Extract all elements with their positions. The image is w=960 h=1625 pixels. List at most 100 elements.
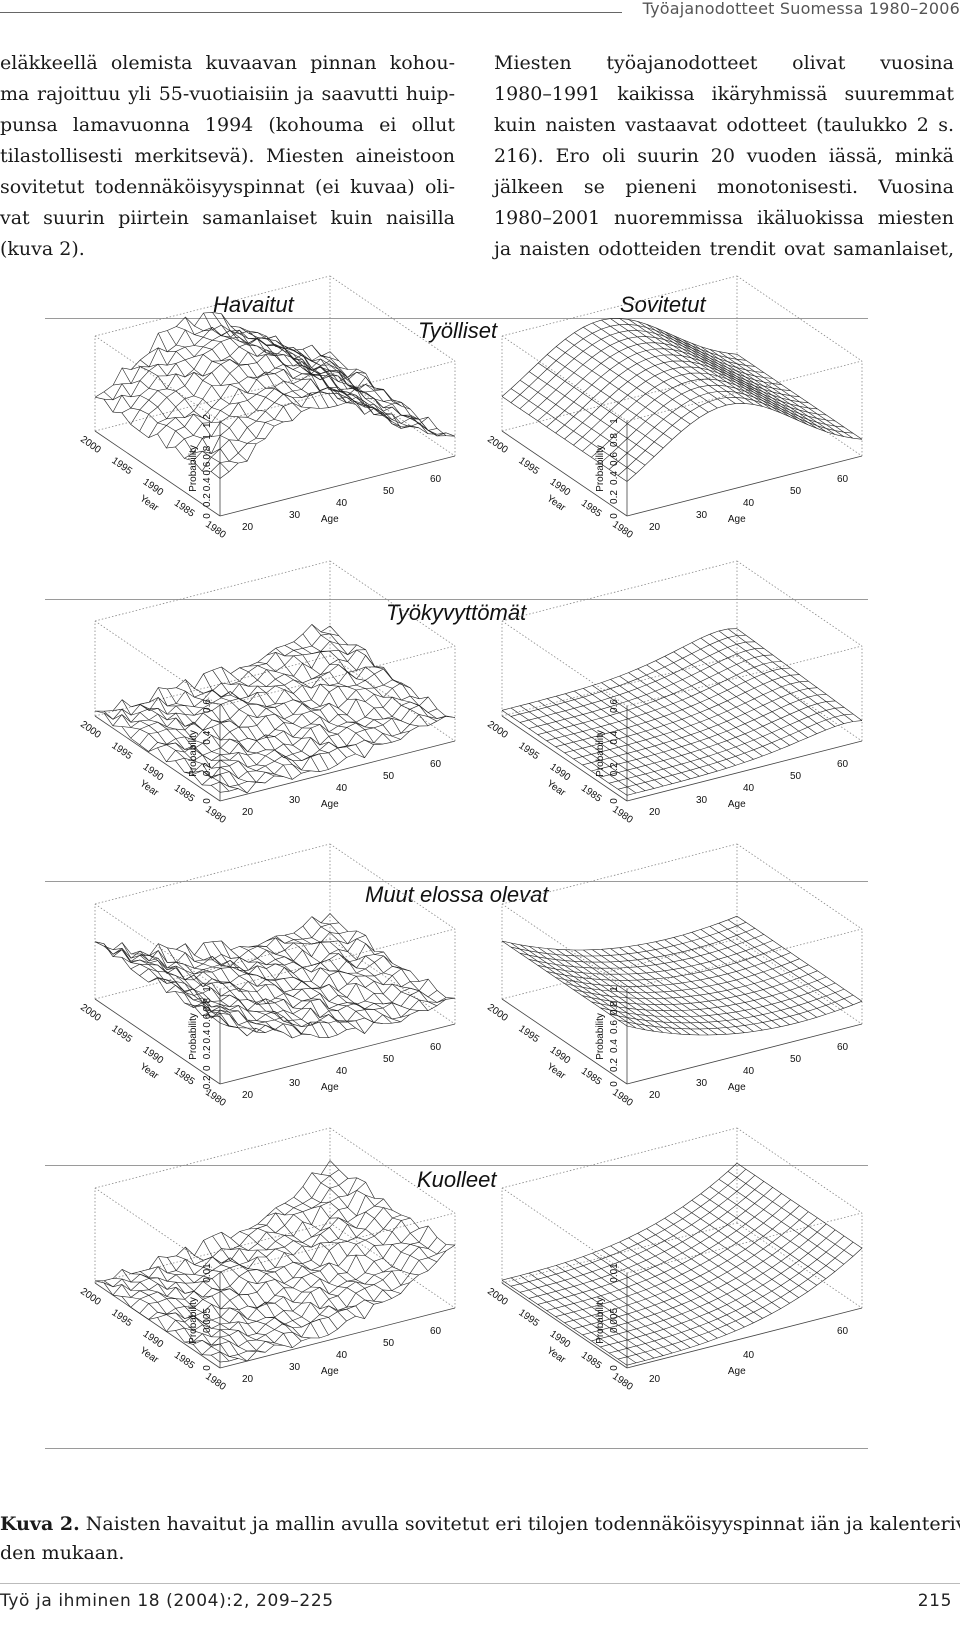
surface-age-line	[637, 668, 763, 757]
surface-age-line	[628, 946, 754, 1032]
age-axis-line	[626, 1307, 863, 1369]
z-tick-label: 0.005	[202, 1308, 213, 1333]
age-tick-label: 20	[649, 522, 661, 533]
age-tick-label: 50	[383, 486, 395, 497]
surface-age-line	[664, 1218, 790, 1304]
surface-year-line	[510, 324, 746, 403]
surface-age-line	[94, 710, 221, 793]
z-tick-label: 0.2	[202, 1045, 213, 1059]
surface-age-line	[592, 322, 718, 409]
surface-age-line	[121, 699, 248, 794]
surface-age-line	[167, 947, 293, 1039]
year-tick-label: 1985	[172, 498, 197, 520]
age-tick-label: 40	[743, 783, 755, 794]
surface-year-line	[130, 336, 366, 425]
surface-age-line	[167, 330, 293, 421]
surface-age-line	[501, 710, 628, 796]
running-head-rule	[0, 12, 622, 13]
z-tick-label: 0.6	[202, 1013, 213, 1027]
year-tick-label: 1995	[109, 455, 134, 477]
year-axis-line	[501, 998, 628, 1085]
surface-age-line	[103, 945, 230, 1027]
box-edge	[219, 928, 456, 990]
surface-age-line	[293, 1196, 419, 1276]
year-tick-label: 1985	[579, 1350, 604, 1372]
surface-age-line	[565, 693, 691, 780]
surface-age-line	[103, 1280, 230, 1362]
z-tick-label: 0	[202, 1365, 213, 1371]
surface-age-line	[103, 710, 230, 792]
surface-age-line	[601, 682, 727, 769]
z-axis-label: Probability	[595, 730, 606, 777]
surface-age-line	[185, 1246, 311, 1339]
surface-year-line	[148, 666, 384, 752]
z-tick-label: 0.8	[202, 445, 213, 459]
surface-age-line	[167, 688, 293, 780]
surface-year-line	[193, 1225, 429, 1346]
surface-age-line	[538, 1270, 664, 1356]
surface-age-line	[266, 937, 392, 1024]
age-tick-label: 60	[837, 474, 849, 485]
age-tick-label: 60	[430, 759, 442, 770]
caption-line-1: Kuva 2. Naisten havaitut ja mallin avull…	[0, 1510, 960, 1539]
year-tick-label: 1985	[579, 1066, 604, 1088]
surface-year-line	[210, 391, 447, 472]
z-tick-label: 0	[202, 1065, 213, 1071]
surface-age-line	[248, 332, 374, 409]
surface-age-line	[212, 941, 338, 1036]
surface-age-line	[311, 344, 438, 435]
text-line: vat suurin piirtein samanlaiset kuin nai…	[0, 207, 455, 229]
surface-age-line	[302, 633, 429, 726]
surface-age-line	[94, 1280, 221, 1363]
year-tick-label: 1980	[610, 1087, 635, 1109]
surface-age-line	[565, 1262, 691, 1348]
text-line: 1980–2001 nuoremmissa ikäluokissa mieste…	[494, 207, 954, 229]
caption-line-2: den mukaan.	[0, 1542, 125, 1564]
year-tick-label: 1995	[516, 740, 541, 762]
surface-age-line	[556, 346, 682, 432]
box-edge	[736, 843, 863, 930]
age-tick-label: 30	[696, 510, 708, 521]
surface-year-line	[609, 1235, 845, 1354]
surface-age-line	[501, 396, 628, 482]
year-tick-label: 2000	[485, 434, 510, 456]
surface-age-line	[329, 1160, 456, 1246]
surface-year-line	[211, 997, 447, 1035]
surface-age-line	[203, 1240, 329, 1336]
z-tick-label: 0.4	[202, 1029, 213, 1043]
surface-age-line	[682, 339, 808, 425]
age-axis-label: Age	[728, 799, 746, 810]
year-axis-line	[501, 430, 628, 517]
surface-age-line	[519, 944, 646, 1031]
surface-age-line	[510, 388, 637, 474]
surface-age-line	[158, 1256, 284, 1346]
year-tick-label: 1980	[203, 519, 228, 541]
z-tick-label: 0.4	[202, 477, 213, 491]
surface-year-line	[501, 915, 738, 951]
surface-year-line	[555, 1199, 791, 1317]
right-text-column: Miesten työajanodotteet olivat vuosina 1…	[494, 48, 954, 265]
surface-age-line	[583, 1256, 709, 1342]
surface-age-line	[610, 679, 736, 766]
surface-age-line	[574, 690, 700, 777]
surface-year-line	[148, 349, 384, 438]
text-line: (kuva 2).	[0, 238, 85, 260]
year-tick-label: 2000	[78, 434, 103, 456]
box-edge	[329, 370, 456, 457]
caption-text: Naisten havaitut ja mallin avulla sovite…	[79, 1513, 960, 1535]
surface-age-line	[140, 953, 266, 1033]
surface-age-line	[230, 1237, 356, 1317]
year-axis-line	[94, 430, 221, 517]
surface-age-line	[131, 950, 257, 1029]
age-axis-label: Age	[321, 1366, 339, 1377]
row-rule	[45, 1165, 868, 1166]
surface-age-line	[538, 700, 664, 787]
surface-age-line	[311, 916, 438, 1007]
box-edge	[219, 645, 456, 707]
surface-age-line	[293, 641, 419, 727]
surface-age-line	[320, 1174, 447, 1255]
age-tick-label: 20	[649, 807, 661, 818]
surface-age-line	[592, 1252, 718, 1339]
age-tick-label: 40	[336, 783, 348, 794]
surface-age-line	[601, 1249, 727, 1335]
